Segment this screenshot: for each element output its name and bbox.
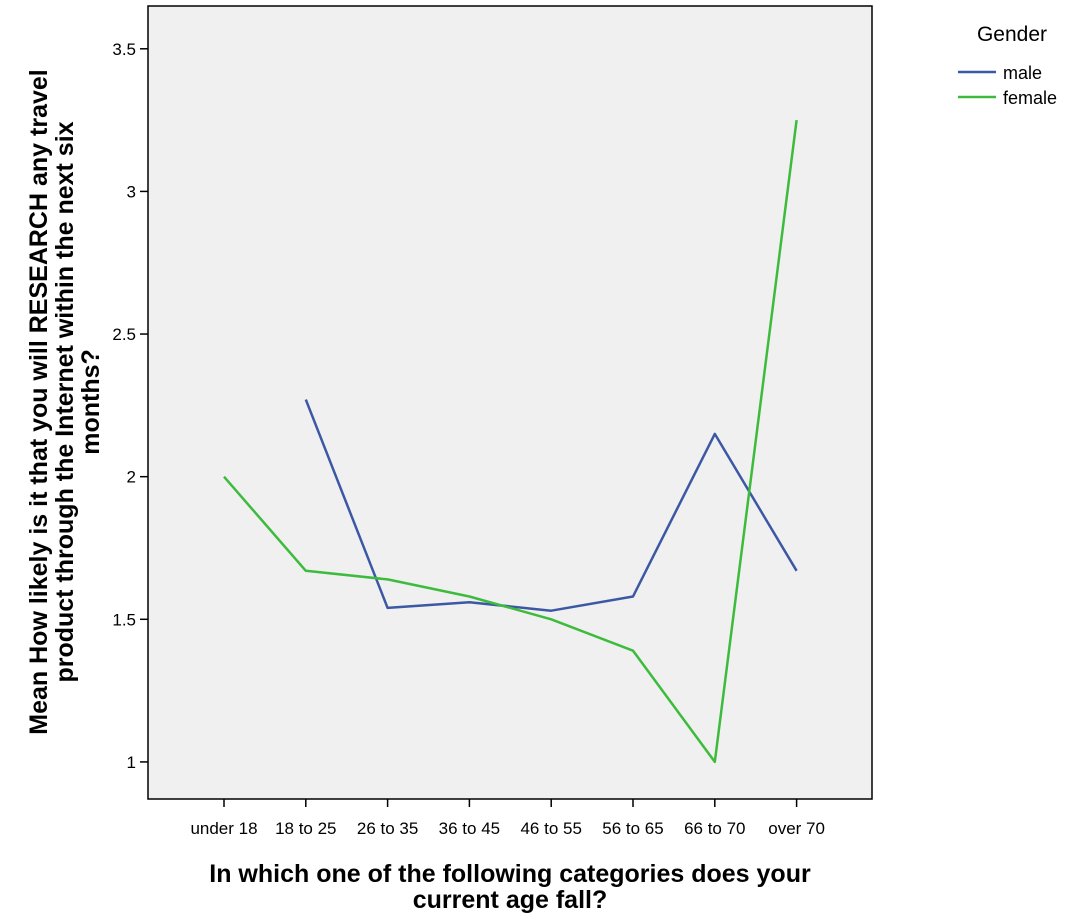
y-tick-label: 1.5 <box>112 610 136 629</box>
x-tick-label: 46 to 55 <box>520 819 581 838</box>
legend: Gender male female <box>958 23 1057 108</box>
x-axis-title-line-1: In which one of the following categories… <box>209 860 811 888</box>
y-tick-label: 1 <box>127 753 136 772</box>
y-tick-label: 3 <box>127 182 136 201</box>
x-tick-label: 18 to 25 <box>275 819 336 838</box>
legend-title: Gender <box>977 23 1047 46</box>
series-line-male <box>304 399 798 612</box>
x-tick-label: 36 to 45 <box>439 819 500 838</box>
x-tick-label: 26 to 35 <box>357 819 418 838</box>
y-axis-ticks: 1 1.5 2 2.5 3 3.5 <box>112 40 148 772</box>
legend-label-female: female <box>1003 88 1057 108</box>
y-axis-title-line-3: months? <box>77 349 105 455</box>
series-line-female <box>223 119 798 764</box>
y-tick-label: 3.5 <box>112 40 136 59</box>
plot-area <box>147 5 873 800</box>
x-axis-title-line-2: current age fall? <box>413 886 608 914</box>
x-tick-label: over 70 <box>768 819 825 838</box>
x-axis-ticks: under 18 18 to 25 26 to 35 36 to 45 46 to 55… <box>190 799 825 838</box>
y-tick-label: 2.5 <box>112 325 136 344</box>
x-tick-label: 66 to 70 <box>684 819 745 838</box>
legend-label-male: male <box>1003 63 1042 83</box>
x-tick-label: 56 to 65 <box>602 819 663 838</box>
series-lines <box>223 119 798 764</box>
y-axis-title-line-2: product through the Internet within the … <box>51 121 79 682</box>
y-axis-title: Mean How likely is it that you will RESE… <box>25 69 105 734</box>
y-axis-title-line-1: Mean How likely is it that you will RESE… <box>25 69 53 734</box>
y-tick-label: 2 <box>127 468 136 487</box>
x-tick-label: under 18 <box>190 819 257 838</box>
